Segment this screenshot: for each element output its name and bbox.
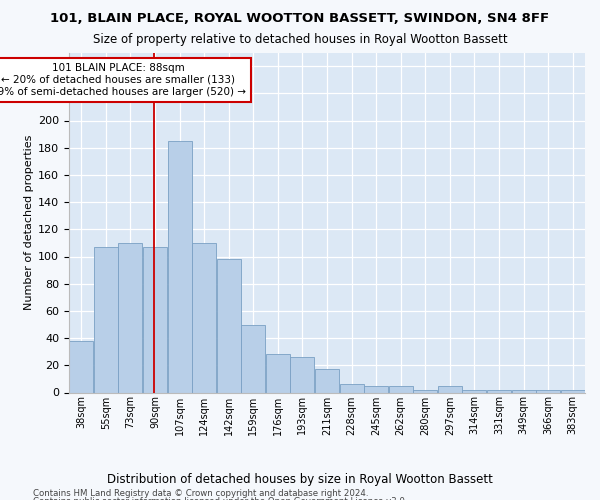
Bar bbox=[340, 384, 364, 392]
Text: 101 BLAIN PLACE: 88sqm
← 20% of detached houses are smaller (133)
79% of semi-de: 101 BLAIN PLACE: 88sqm ← 20% of detached… bbox=[0, 64, 245, 96]
Text: Contains HM Land Registry data © Crown copyright and database right 2024.: Contains HM Land Registry data © Crown c… bbox=[33, 489, 368, 498]
Bar bbox=[413, 390, 437, 392]
Bar bbox=[167, 141, 191, 393]
Bar bbox=[463, 390, 487, 392]
Text: 101, BLAIN PLACE, ROYAL WOOTTON BASSETT, SWINDON, SN4 8FF: 101, BLAIN PLACE, ROYAL WOOTTON BASSETT,… bbox=[50, 12, 550, 26]
Bar bbox=[536, 390, 560, 392]
Text: Contains public sector information licensed under the Open Government Licence v3: Contains public sector information licen… bbox=[33, 496, 407, 500]
Bar bbox=[94, 247, 118, 392]
Text: Distribution of detached houses by size in Royal Wootton Bassett: Distribution of detached houses by size … bbox=[107, 472, 493, 486]
Bar bbox=[438, 386, 462, 392]
Bar bbox=[69, 341, 94, 392]
Y-axis label: Number of detached properties: Number of detached properties bbox=[24, 135, 34, 310]
Bar bbox=[315, 370, 339, 392]
Bar bbox=[389, 386, 413, 392]
Bar bbox=[364, 386, 388, 392]
Text: Size of property relative to detached houses in Royal Wootton Bassett: Size of property relative to detached ho… bbox=[92, 32, 508, 46]
Bar bbox=[217, 259, 241, 392]
Bar bbox=[512, 390, 536, 392]
Bar bbox=[118, 243, 142, 392]
Bar bbox=[290, 357, 314, 392]
Bar bbox=[241, 324, 265, 392]
Bar bbox=[192, 243, 216, 392]
Bar bbox=[143, 247, 167, 392]
Bar bbox=[266, 354, 290, 393]
Bar bbox=[560, 390, 585, 392]
Bar bbox=[487, 390, 511, 392]
